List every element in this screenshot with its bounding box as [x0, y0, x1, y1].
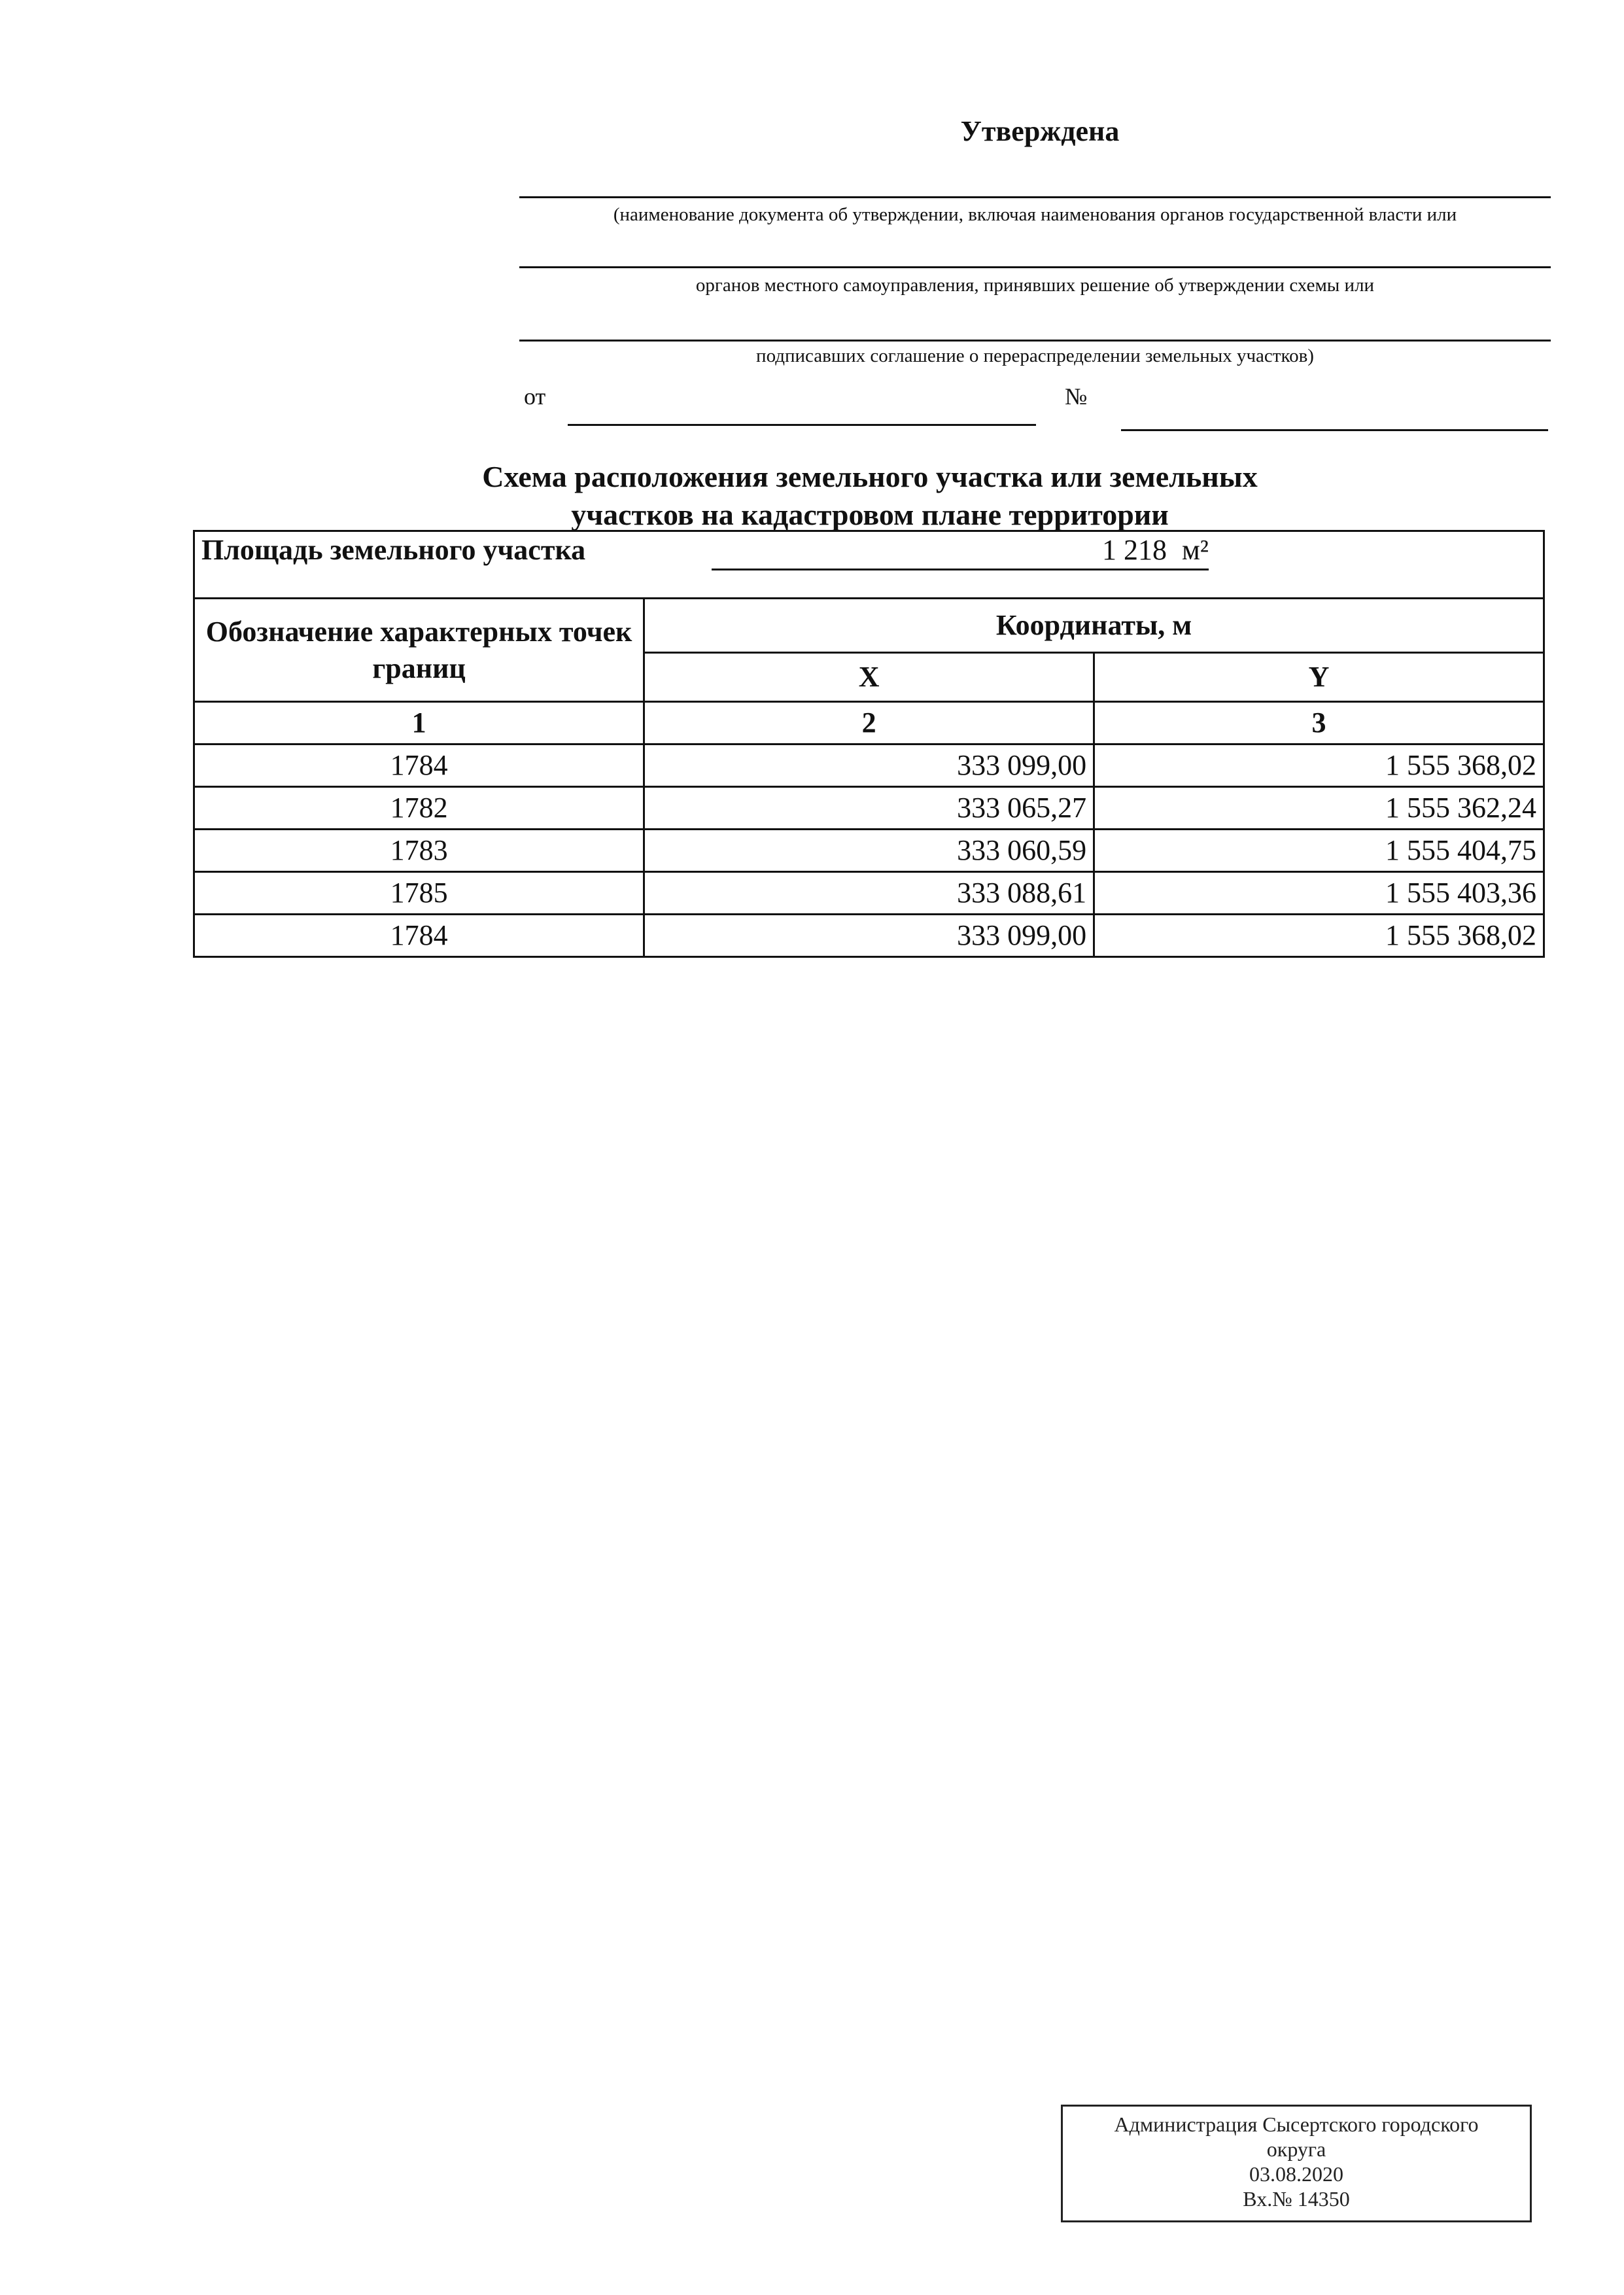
- table-row: 1784 333 099,00 1 555 368,02: [192, 743, 1545, 788]
- number-blank: [1121, 429, 1548, 431]
- x-cell: 333 060,59: [643, 828, 1096, 873]
- approved-title: Утверждена: [960, 115, 1120, 147]
- point-cell: 1784: [192, 913, 646, 958]
- col-num-3: 3: [1093, 701, 1545, 745]
- area-value-field: 1 218 м²: [712, 532, 1209, 570]
- y-cell: 1 555 368,02: [1093, 913, 1545, 958]
- table-row: 1785 333 088,61 1 555 403,36: [192, 871, 1545, 915]
- area-row: Площадь земельного участка 1 218 м²: [193, 530, 1545, 599]
- col-header-coords: Координаты, м: [643, 597, 1545, 654]
- col-header-y: Y: [1093, 652, 1545, 703]
- coordinates-table: Площадь земельного участка 1 218 м² Обоз…: [192, 530, 1545, 958]
- column-number-row: 1 2 3: [192, 701, 1545, 745]
- area-unit: м²: [1181, 534, 1209, 566]
- x-cell: 333 099,00: [643, 913, 1096, 958]
- point-cell: 1784: [192, 743, 646, 788]
- stamp-org: Администрация Сысертского городского: [1114, 2112, 1479, 2136]
- caption-2: органов местного самоуправления, принявш…: [695, 275, 1375, 296]
- table-row: 1784 333 099,00 1 555 368,02: [192, 913, 1545, 958]
- blank-line-1: [519, 196, 1551, 198]
- heading-line-2: участков на кадастровом плане территории: [571, 498, 1169, 531]
- heading-line-1: Схема расположения земельного участка ил…: [482, 460, 1258, 493]
- x-cell: 333 088,61: [643, 871, 1096, 915]
- caption-1: (наименование документа об утверждении, …: [613, 204, 1457, 225]
- table-row: 1782 333 065,27 1 555 362,24: [192, 786, 1545, 830]
- col-num-1: 1: [192, 701, 646, 745]
- number-label: №: [1065, 383, 1088, 410]
- area-label: Площадь земельного участка: [201, 534, 586, 566]
- registration-stamp: Администрация Сысертского городского окр…: [1061, 2105, 1532, 2222]
- area-value: 1 218: [1101, 534, 1167, 566]
- blank-line-2: [519, 266, 1551, 268]
- table-row: 1783 333 060,59 1 555 404,75: [192, 828, 1545, 873]
- col-header-points: Обозначение характерных точек границ: [192, 597, 646, 703]
- x-cell: 333 099,00: [643, 743, 1096, 788]
- col-num-2: 2: [643, 701, 1096, 745]
- point-cell: 1782: [192, 786, 646, 830]
- caption-3: подписавших соглашение о перераспределен…: [756, 345, 1314, 366]
- stamp-date: 03.08.2020: [1249, 2162, 1343, 2186]
- date-blank: [568, 424, 1036, 426]
- y-cell: 1 555 403,36: [1093, 871, 1545, 915]
- scheme-heading: Схема расположения земельного участка ил…: [392, 458, 1347, 534]
- x-cell: 333 065,27: [643, 786, 1096, 830]
- stamp-reg-number: Вх.№ 14350: [1243, 2187, 1350, 2211]
- blank-line-3: [519, 340, 1551, 342]
- from-label: от: [524, 383, 546, 410]
- y-cell: 1 555 362,24: [1093, 786, 1545, 830]
- y-cell: 1 555 368,02: [1093, 743, 1545, 788]
- col-header-x: X: [643, 652, 1096, 703]
- point-cell: 1785: [192, 871, 646, 915]
- stamp-org-cont: округа: [1266, 2137, 1326, 2161]
- point-cell: 1783: [192, 828, 646, 873]
- y-cell: 1 555 404,75: [1093, 828, 1545, 873]
